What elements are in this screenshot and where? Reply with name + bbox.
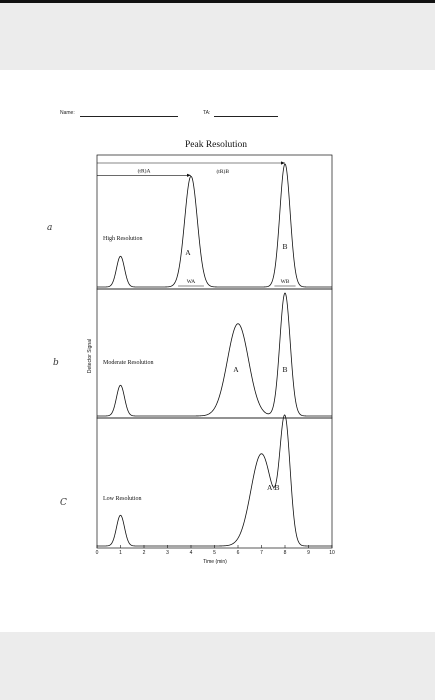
panel-moderate-resolution: Moderate Resolution A B: [96, 288, 333, 419]
chromatogram-curve: [97, 414, 332, 547]
margin-mark-a: a: [47, 223, 52, 233]
panel-frame: [96, 417, 333, 549]
worksheet-page: Name: TA:: [0, 70, 435, 632]
chart-title: Peak Resolution: [185, 140, 247, 150]
width-b-label: WB: [281, 279, 290, 285]
panel-label: High Resolution: [103, 236, 143, 242]
x-axis-label: Time (min): [203, 559, 227, 565]
peak-label-ab: A\B: [267, 483, 280, 492]
panel-label: Moderate Resolution: [103, 360, 154, 366]
ta-line: [214, 116, 278, 117]
peak-label-b: B: [282, 242, 287, 251]
margin-mark-c: C: [60, 498, 67, 508]
peak-label-a: A: [185, 248, 191, 257]
name-label: Name:: [60, 110, 75, 116]
chromatogram-curve: [97, 292, 332, 417]
width-a-label: WA: [187, 279, 196, 285]
x-axis-ticks: 0 1 2 3 4 5 6 7 8 9 10: [96, 545, 335, 556]
x-tick-label: 0: [96, 550, 99, 556]
x-tick-label: 1: [119, 550, 122, 556]
x-tick-label: 4: [190, 550, 193, 556]
retention-a-label: (tR)A: [138, 167, 151, 174]
retention-a-arrowhead: [187, 173, 191, 177]
x-tick-label: 6: [237, 550, 240, 556]
panel-low-resolution: Low Resolution A\B: [96, 414, 333, 549]
x-tick-label: 3: [166, 550, 169, 556]
retention-b-label: (tR)B: [216, 168, 229, 175]
panel-frame: [96, 288, 333, 419]
x-tick-label: 7: [260, 550, 263, 556]
top-border: [0, 0, 435, 3]
x-tick-label: 8: [284, 550, 287, 556]
x-tick-label: 10: [329, 550, 335, 556]
retention-b-arrowhead: [281, 161, 285, 165]
panel-high-resolution: High Resolution A B (tR)B (tR)A WA WB: [96, 154, 333, 290]
x-tick-label: 9: [307, 550, 310, 556]
ta-label: TA:: [203, 110, 211, 116]
chromatogram-curve: [97, 163, 332, 288]
x-tick-label: 5: [213, 550, 216, 556]
y-axis-label: Detector Signal: [87, 339, 93, 373]
peak-label-b: B: [282, 365, 287, 374]
margin-mark-b: b: [53, 358, 59, 368]
peak-label-a: A: [233, 365, 239, 374]
x-tick-label: 2: [143, 550, 146, 556]
panel-label: Low Resolution: [103, 496, 142, 502]
name-line: [80, 116, 178, 117]
